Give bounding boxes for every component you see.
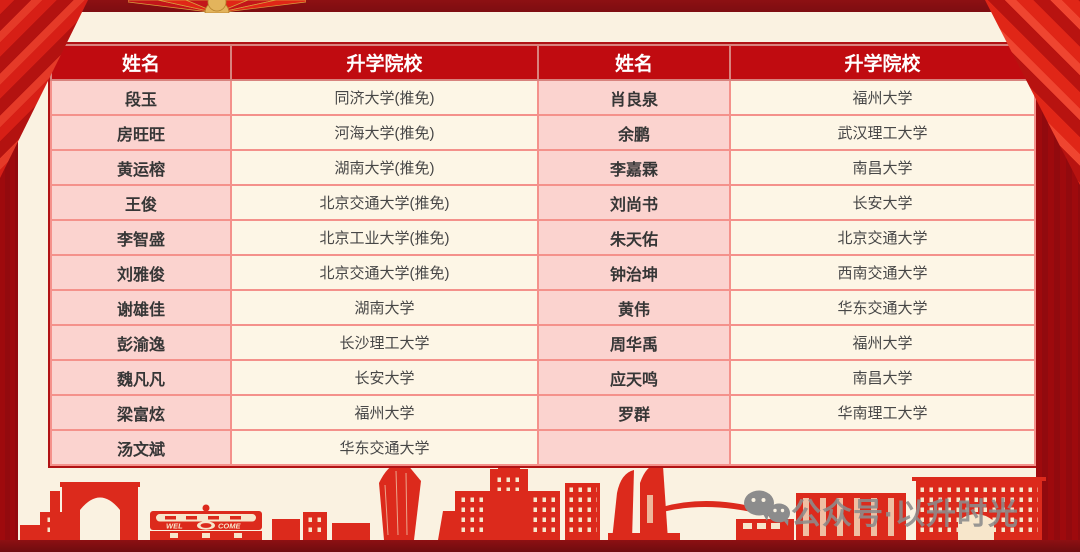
name-cell: 汤文斌 xyxy=(50,429,232,466)
top-border-decoration xyxy=(0,0,1080,13)
name-cell: 应天鸣 xyxy=(537,359,731,396)
name-cell: 余鹏 xyxy=(537,114,731,151)
school-cell: 西南交通大学 xyxy=(729,254,1036,291)
school-cell xyxy=(729,429,1036,466)
school-cell: 北京交通大学(推免) xyxy=(230,254,539,291)
school-cell: 北京工业大学(推免) xyxy=(230,219,539,256)
school-cell: 长安大学 xyxy=(729,184,1036,221)
table-row: 梁富炫 福州大学 罗群 华南理工大学 xyxy=(50,394,1036,431)
name-cell: 王俊 xyxy=(50,184,232,221)
school-cell: 南昌大学 xyxy=(729,359,1036,396)
school-cell: 湖南大学 xyxy=(230,289,539,326)
school-cell: 华南理工大学 xyxy=(729,394,1036,431)
school-cell: 河海大学(推免) xyxy=(230,114,539,151)
name-cell: 肖良泉 xyxy=(537,79,731,116)
school-cell: 福州大学 xyxy=(729,324,1036,361)
name-cell: 李嘉霖 xyxy=(537,149,731,186)
table-row: 王俊 北京交通大学(推免) 刘尚书 长安大学 xyxy=(50,184,1036,221)
header-school-left: 升学院校 xyxy=(230,44,539,81)
table-row: 谢雄佳 湖南大学 黄伟 华东交通大学 xyxy=(50,289,1036,326)
school-cell: 南昌大学 xyxy=(729,149,1036,186)
name-cell: 黄运榕 xyxy=(50,149,232,186)
school-cell: 福州大学 xyxy=(729,79,1036,116)
gate-sign-wel: WEL xyxy=(166,522,183,531)
name-cell: 彭渝逸 xyxy=(50,324,232,361)
name-cell: 房旺旺 xyxy=(50,114,232,151)
table-row: 黄运榕 湖南大学(推免) 李嘉霖 南昌大学 xyxy=(50,149,1036,186)
name-cell: 李智盛 xyxy=(50,219,232,256)
school-cell: 福州大学 xyxy=(230,394,539,431)
wechat-icon xyxy=(744,490,790,526)
name-cell: 段玉 xyxy=(50,79,232,116)
name-cell: 魏凡凡 xyxy=(50,359,232,396)
header-row: 姓名 升学院校 姓名 升学院校 xyxy=(50,44,1036,81)
name-cell: 罗群 xyxy=(537,394,731,431)
name-cell: 钟治坤 xyxy=(537,254,731,291)
admissions-table-container: 姓名 升学院校 姓名 升学院校 段玉 同济大学(推免) 肖良泉 福州大学 房旺旺 河海大学… xyxy=(48,42,1036,468)
name-cell: 刘雅俊 xyxy=(50,254,232,291)
school-cell: 长安大学 xyxy=(230,359,539,396)
table-row: 刘雅俊 北京交通大学(推免) 钟治坤 西南交通大学 xyxy=(50,254,1036,291)
table-row: 房旺旺 河海大学(推免) 余鹏 武汉理工大学 xyxy=(50,114,1036,151)
watermark-text: 公众号·以升时光 xyxy=(791,498,1019,531)
name-cell: 朱天佑 xyxy=(537,219,731,256)
school-cell: 湖南大学(推免) xyxy=(230,149,539,186)
table-row: 汤文斌 华东交通大学 xyxy=(50,429,1036,466)
school-cell: 长沙理工大学 xyxy=(230,324,539,361)
table-row: 彭渝逸 长沙理工大学 周华禹 福州大学 xyxy=(50,324,1036,361)
table-row: 段玉 同济大学(推免) 肖良泉 福州大学 xyxy=(50,79,1036,116)
table-row: 李智盛 北京工业大学(推免) 朱天佑 北京交通大学 xyxy=(50,219,1036,256)
admissions-table: 姓名 升学院校 姓名 升学院校 段玉 同济大学(推免) 肖良泉 福州大学 房旺旺 河海大学… xyxy=(50,44,1036,466)
header-name-left: 姓名 xyxy=(50,44,232,81)
school-cell: 同济大学(推免) xyxy=(230,79,539,116)
header-name-right: 姓名 xyxy=(537,44,731,81)
name-cell: 周华禹 xyxy=(537,324,731,361)
gate-sign-come: COME xyxy=(218,522,241,531)
bottom-border-decoration xyxy=(0,540,1080,552)
name-cell: 黄伟 xyxy=(537,289,731,326)
name-cell: 梁富炫 xyxy=(50,394,232,431)
school-cell: 华东交通大学 xyxy=(230,429,539,466)
fan-decoration xyxy=(128,0,306,13)
school-cell: 华东交通大学 xyxy=(729,289,1036,326)
school-cell: 北京交通大学 xyxy=(729,219,1036,256)
table-row: 魏凡凡 长安大学 应天鸣 南昌大学 xyxy=(50,359,1036,396)
header-school-right: 升学院校 xyxy=(729,44,1036,81)
school-cell: 武汉理工大学 xyxy=(729,114,1036,151)
name-cell xyxy=(537,429,731,466)
city-skyline: WEL COME xyxy=(20,462,1046,540)
name-cell: 谢雄佳 xyxy=(50,289,232,326)
name-cell: 刘尚书 xyxy=(537,184,731,221)
table-body: 段玉 同济大学(推免) 肖良泉 福州大学 房旺旺 河海大学(推免) 余鹏 武汉理工大学 黄运榕湖… xyxy=(50,79,1036,466)
school-cell: 北京交通大学(推免) xyxy=(230,184,539,221)
